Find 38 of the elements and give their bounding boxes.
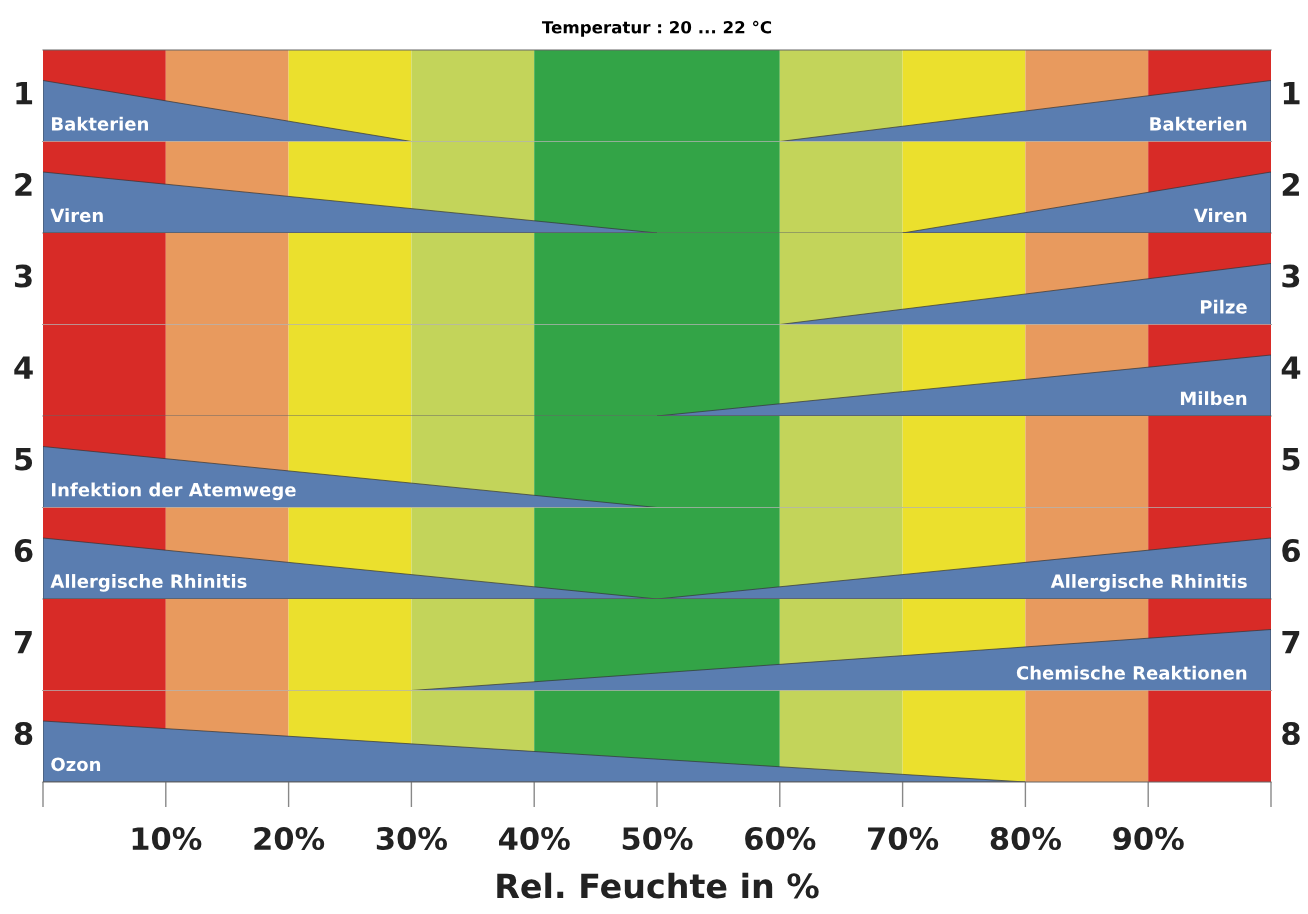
series-label: Bakterien <box>1150 116 1247 131</box>
x-tick-label: 60% <box>745 826 816 851</box>
series-label: Infektion der Atemwege <box>52 482 296 501</box>
x-tick-label: 40% <box>499 826 570 851</box>
series-label: Allergische Rhinitis <box>1050 574 1247 592</box>
y2-axis-title: 5 <box>1282 447 1300 471</box>
y-axis-title: 3 <box>14 264 32 288</box>
x-tick-label: 20% <box>254 826 325 851</box>
y-axis-title: 1 <box>16 81 33 105</box>
y2-axis-title: 4 <box>1281 356 1301 379</box>
x-tick-label: 90% <box>1113 826 1184 851</box>
x-tick-label: 10% <box>132 826 202 851</box>
series-label: Viren <box>50 208 103 223</box>
y-axis-title: 8 <box>14 722 33 746</box>
y-axis-title: 7 <box>14 630 32 654</box>
series-label: Viren <box>1193 208 1247 223</box>
y2-axis-title: 6 <box>1282 539 1300 563</box>
y-axis-title: 4 <box>14 356 33 379</box>
x-tick-label: 70% <box>868 826 939 851</box>
y2-axis-title: 8 <box>1282 722 1300 746</box>
y-axis-title: 2 <box>15 173 32 196</box>
series-label: Pilze <box>1200 299 1247 314</box>
y2-axis-title: 7 <box>1282 630 1300 654</box>
x-tick-label: 80% <box>990 826 1061 851</box>
series-label: Chemische Reaktionen <box>1016 665 1247 680</box>
y2-axis-title: 3 <box>1282 264 1300 288</box>
y2-axis-title: 1 <box>1283 81 1300 105</box>
x-tick-label: 30% <box>376 826 447 851</box>
x-tick-label: 50% <box>622 826 693 851</box>
x-axis-title: Rel. Feuchte in % <box>497 872 819 899</box>
series-label: Bakterien <box>52 116 148 131</box>
series-label: Milben <box>1180 391 1247 406</box>
y-axis-title: 5 <box>15 447 33 471</box>
series-label: Allergische Rhinitis <box>50 574 247 592</box>
y2-axis-title: 2 <box>1282 173 1299 196</box>
series-label: Ozon <box>51 757 101 772</box>
y-axis-title: 6 <box>14 539 33 563</box>
chart-title: Temperatur : 20 ... 22 °C <box>541 20 772 37</box>
